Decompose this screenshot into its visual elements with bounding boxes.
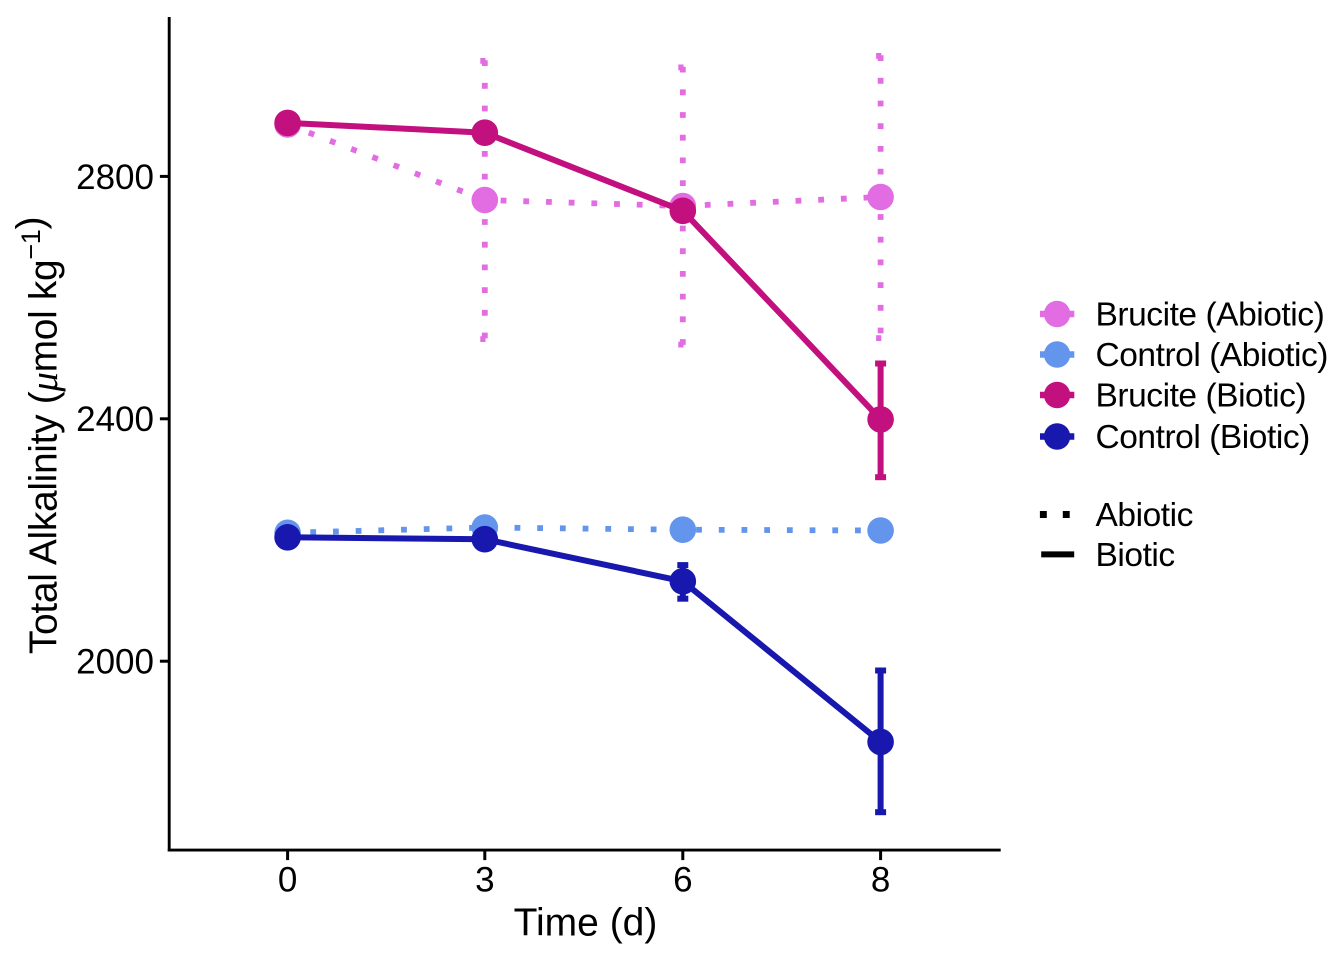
svg-text:Abiotic: Abiotic [1096,497,1193,534]
svg-text:Brucite (Biotic): Brucite (Biotic) [1096,378,1307,415]
svg-text:Brucite (Abiotic): Brucite (Abiotic) [1096,297,1325,334]
svg-text:Time (d): Time (d) [514,901,658,944]
svg-text:8: 8 [871,861,890,900]
svg-text:Control (Abiotic): Control (Abiotic) [1096,337,1329,374]
svg-text:Control (Biotic): Control (Biotic) [1096,419,1310,456]
svg-text:Biotic: Biotic [1096,537,1175,574]
svg-text:2000: 2000 [76,643,154,682]
svg-text:2800: 2800 [76,158,154,197]
svg-text:0: 0 [278,861,297,900]
svg-text:2400: 2400 [76,400,154,439]
svg-text:3: 3 [475,861,494,900]
svg-text:6: 6 [673,861,692,900]
